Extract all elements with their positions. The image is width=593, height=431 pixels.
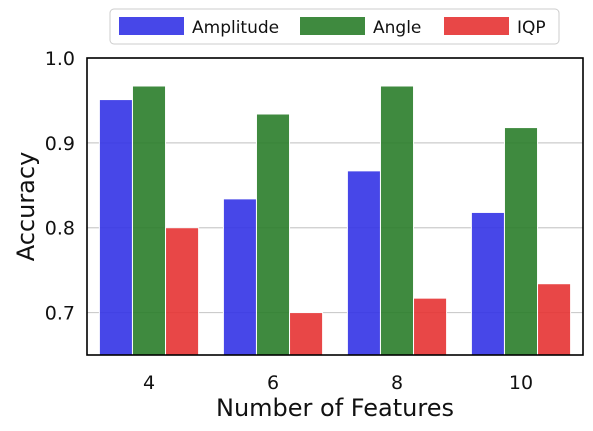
x-tick-label: 6	[267, 372, 279, 394]
plot-area-frame	[86, 57, 584, 356]
y-tick-label: 0.9	[45, 133, 75, 155]
bar-amplitude-8	[346, 170, 381, 356]
y-tick-label: 0.7	[45, 303, 75, 325]
bars	[98, 85, 572, 356]
bar-amplitude-10	[470, 211, 505, 356]
bar-angle-10	[503, 127, 539, 356]
bar-iqp-6	[289, 312, 324, 356]
x-tick-label: 8	[391, 372, 403, 394]
bar-amplitude-4	[98, 99, 133, 356]
legend-swatch-angle	[300, 17, 365, 35]
x-axis-label: Number of Features	[216, 394, 454, 422]
bar-iqp-4	[165, 227, 200, 356]
legend-label-iqp: IQP	[517, 18, 546, 38]
bar-iqp-10	[537, 283, 572, 356]
bar-iqp-8	[413, 297, 448, 356]
y-tick-label: 1.0	[45, 48, 75, 70]
legend-swatch-amplitude	[119, 17, 184, 35]
legend-label-amplitude: Amplitude	[192, 18, 279, 38]
x-tick-label: 4	[143, 372, 155, 394]
bar-amplitude-6	[222, 198, 257, 356]
legend: Amplitude Angle IQP	[109, 8, 560, 45]
x-axis-ticks: 4 6 8 10	[143, 372, 533, 394]
bar-angle-4	[131, 85, 167, 356]
bar-angle-6	[255, 113, 291, 356]
bar-angle-8	[379, 85, 415, 356]
y-axis-ticks: 0.7 0.8 0.9 1.0	[45, 48, 75, 325]
y-axis-label: Accuracy	[12, 152, 40, 262]
legend-swatch-iqp	[444, 17, 509, 35]
y-tick-label: 0.8	[45, 218, 75, 240]
legend-label-angle: Angle	[373, 18, 421, 38]
x-tick-label: 10	[509, 372, 533, 394]
